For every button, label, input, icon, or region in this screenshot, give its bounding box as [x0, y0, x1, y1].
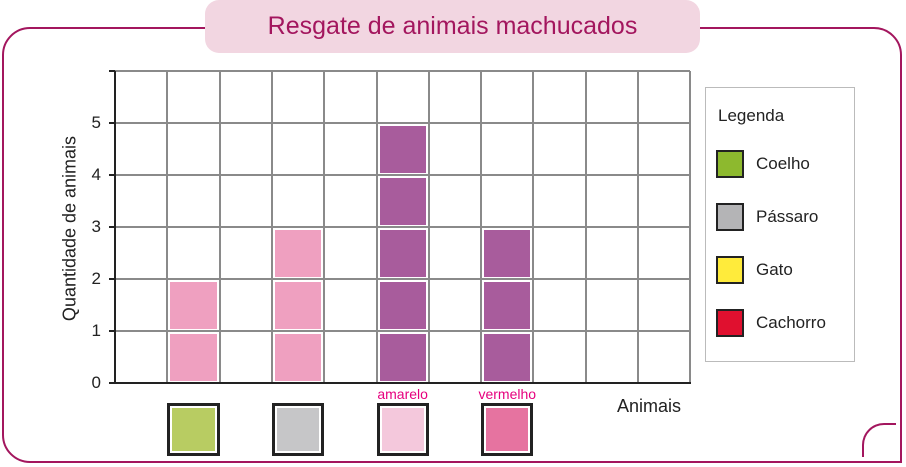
grid-line-v: [689, 71, 692, 383]
grid-line-h: [115, 174, 691, 176]
y-tick-label: 3: [91, 217, 101, 236]
category-swatch: [271, 403, 325, 457]
legend-label: Coelho: [756, 154, 810, 173]
legend-swatch: [716, 203, 744, 231]
y-tick-label: 2: [91, 269, 101, 288]
bar-segment: [273, 333, 323, 382]
legend-item: Coelho: [716, 150, 810, 178]
category-swatch: [481, 403, 534, 457]
bar-segment: [273, 229, 323, 278]
legend-item: Pássaro: [716, 203, 818, 231]
legend-item: Cachorro: [716, 309, 826, 337]
grid-line-h: [115, 278, 691, 280]
category-swatch-label: amarelo: [377, 386, 428, 402]
legend-swatch: [716, 256, 744, 284]
y-tick-mark: [109, 382, 115, 384]
legend-title: Legenda: [718, 106, 785, 125]
legend: Legenda Coelho Pássaro Gato Cachorro: [705, 87, 855, 362]
legend-label: Gato: [756, 260, 793, 279]
legend-label: Pássaro: [756, 207, 819, 226]
legend-swatch: [716, 150, 744, 178]
x-axis: [114, 382, 692, 384]
corner-notch: [862, 423, 896, 457]
grid-line-h: [115, 70, 691, 72]
y-tick-mark: [109, 174, 115, 176]
bar-segment: [169, 281, 218, 330]
chart-title: Resgate de animais machucados: [205, 0, 700, 53]
grid-line-h: [115, 330, 691, 332]
y-tick-mark: [109, 278, 115, 280]
y-axis-label: Quantidade de animais: [59, 135, 80, 322]
y-axis: [114, 71, 116, 384]
category-swatch: [167, 403, 220, 457]
legend-label: Cachorro: [756, 313, 826, 332]
grid-line-h: [115, 122, 691, 124]
y-tick-label: 5: [91, 113, 101, 132]
bar-segment: [378, 333, 427, 382]
bar-segment: [483, 281, 532, 330]
bar-segment: [378, 229, 427, 278]
bar-segment: [169, 333, 218, 382]
x-axis-label: Animais: [617, 396, 682, 416]
bar-segment: [378, 177, 427, 226]
legend-swatch: [716, 309, 744, 337]
y-tick-label: 4: [91, 165, 101, 184]
y-tick-mark: [109, 330, 115, 332]
category-swatch-label: vermelho: [478, 386, 537, 402]
bar-segment: [483, 229, 532, 278]
category-swatch: [376, 403, 429, 457]
grid-line-h: [115, 226, 691, 228]
bar-segment: [378, 125, 427, 174]
y-tick-label: 1: [91, 321, 101, 340]
bar-segment: [378, 281, 427, 330]
y-tick-mark: [109, 70, 115, 72]
bar-segment: [273, 281, 323, 330]
legend-item: Gato: [716, 256, 793, 284]
bar-segment: [483, 333, 532, 382]
y-tick-label: 0: [91, 373, 101, 392]
y-tick-mark: [109, 122, 115, 124]
y-tick-mark: [109, 226, 115, 228]
